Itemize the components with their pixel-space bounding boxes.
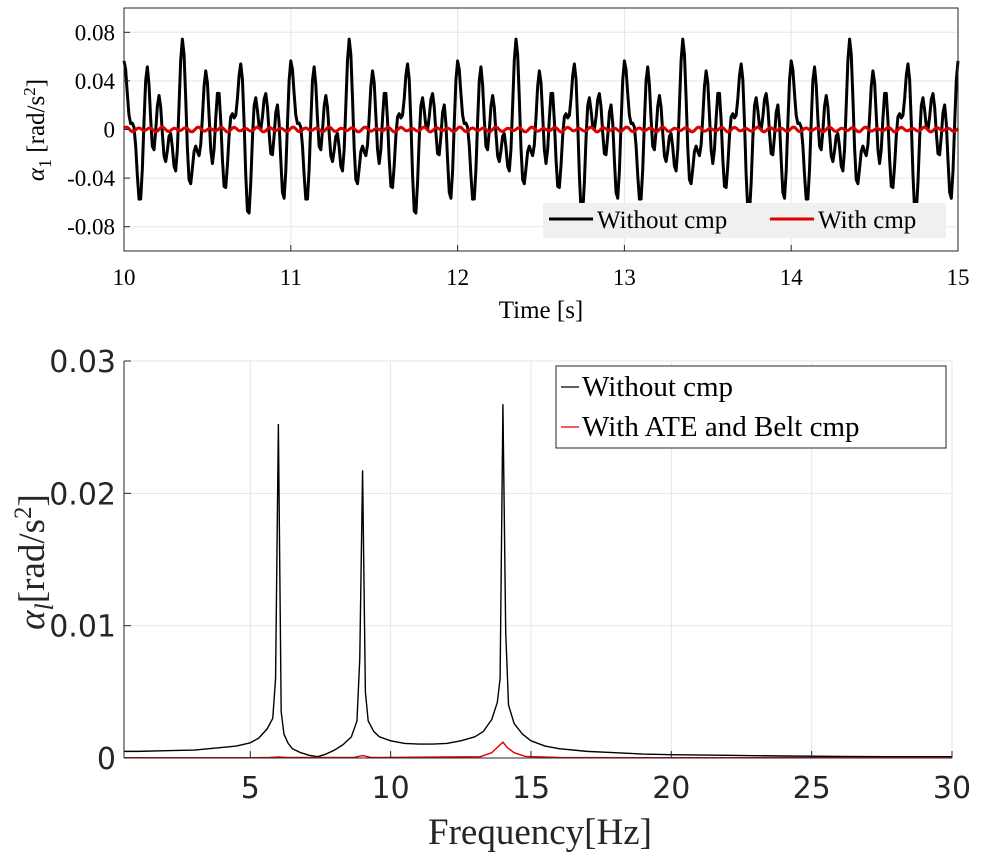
top-series-with-cmp <box>123 125 960 134</box>
top-series-without-cmp <box>122 37 960 215</box>
top-y-tick-label: -0.04 <box>67 166 115 191</box>
top-x-tick-label: 10 <box>113 265 136 290</box>
top-series-group <box>122 37 960 215</box>
top-ticks <box>123 31 959 251</box>
top-y-unit-open: [rad/s <box>23 96 50 159</box>
top-y-symbol: α <box>23 167 50 181</box>
bottom-x-axis-label: Frequency[Hz] <box>428 812 652 853</box>
top-y-axis-label: α1 [rad/s2] <box>20 79 55 181</box>
bottom-series-group <box>124 403 952 759</box>
bottom-y-unit-open: [rad/s <box>12 519 53 603</box>
bottom-x-tick-label: 25 <box>793 771 831 806</box>
bottom-tick-labels: 5 10 15 20 25 30 0 0.01 0.02 0.03 <box>49 345 971 806</box>
bottom-ticks <box>124 360 953 759</box>
top-x-tick-label: 13 <box>613 265 636 290</box>
top-y-unit-close: ] <box>23 79 50 87</box>
top-y-unit-sup: 2 <box>20 87 39 96</box>
top-legend: Without cmp With cmp <box>543 203 946 238</box>
bottom-y-tick-label: 0.01 <box>49 610 116 645</box>
bottom-x-tick-label: 15 <box>512 771 550 806</box>
top-y-tick-label: -0.08 <box>67 215 115 240</box>
top-x-tick-label: 11 <box>280 265 302 290</box>
top-legend-label-with: With cmp <box>818 207 916 234</box>
frequency-domain-chart: 5 10 15 20 25 30 0 0.01 0.02 0.03 Frequency[Hz] α… <box>10 345 971 853</box>
top-x-axis-label: Time [s] <box>499 297 584 324</box>
time-domain-chart: 10 11 12 13 14 150.080.040-0.04-0.08 Time [s]… <box>20 7 970 324</box>
top-y-subscript: 1 <box>35 159 55 168</box>
bottom-y-tick-label: 0.02 <box>49 477 116 512</box>
top-x-tick-label: 14 <box>780 265 804 290</box>
bottom-legend-box <box>555 365 947 449</box>
top-x-tick-label: 12 <box>446 265 469 290</box>
top-tick-labels: 10 11 12 13 14 15 0.08 0.04 0 -0.04 -0.08 <box>67 20 969 290</box>
bottom-y-tick-label: 0 <box>97 742 116 777</box>
top-y-tick-label: 0.08 <box>75 20 115 45</box>
top-legend-box <box>543 203 946 238</box>
bottom-y-tick-label: 0.03 <box>49 345 116 380</box>
bottom-y-subscript: l <box>30 603 59 610</box>
bottom-x-tick-label: 5 <box>241 771 260 806</box>
bottom-x-tick-label: 20 <box>652 771 690 806</box>
bottom-x-tick-label: 10 <box>372 771 410 806</box>
top-y-tick-label: 0.04 <box>75 69 116 94</box>
bottom-series-with-ate-belt-cmp <box>124 741 952 759</box>
top-y-tick-label: 0 <box>104 118 116 143</box>
bottom-legend-label-with: With ATE and Belt cmp <box>582 411 860 443</box>
bottom-x-tick-label: 30 <box>933 771 971 806</box>
bottom-y-axis-label: αl[rad/s2] <box>10 494 59 630</box>
bottom-y-unit-sup: 2 <box>10 506 37 519</box>
bottom-series-without-cmp <box>124 403 952 758</box>
bottom-legend: Without cmp With ATE and Belt cmp <box>555 365 947 449</box>
bottom-y-unit-close: ] <box>12 494 53 506</box>
bottom-legend-label-without: Without cmp <box>582 371 733 403</box>
bottom-y-symbol: α <box>12 609 53 630</box>
top-x-tick-label: 15 <box>947 265 970 290</box>
top-legend-label-without: Without cmp <box>597 207 727 234</box>
